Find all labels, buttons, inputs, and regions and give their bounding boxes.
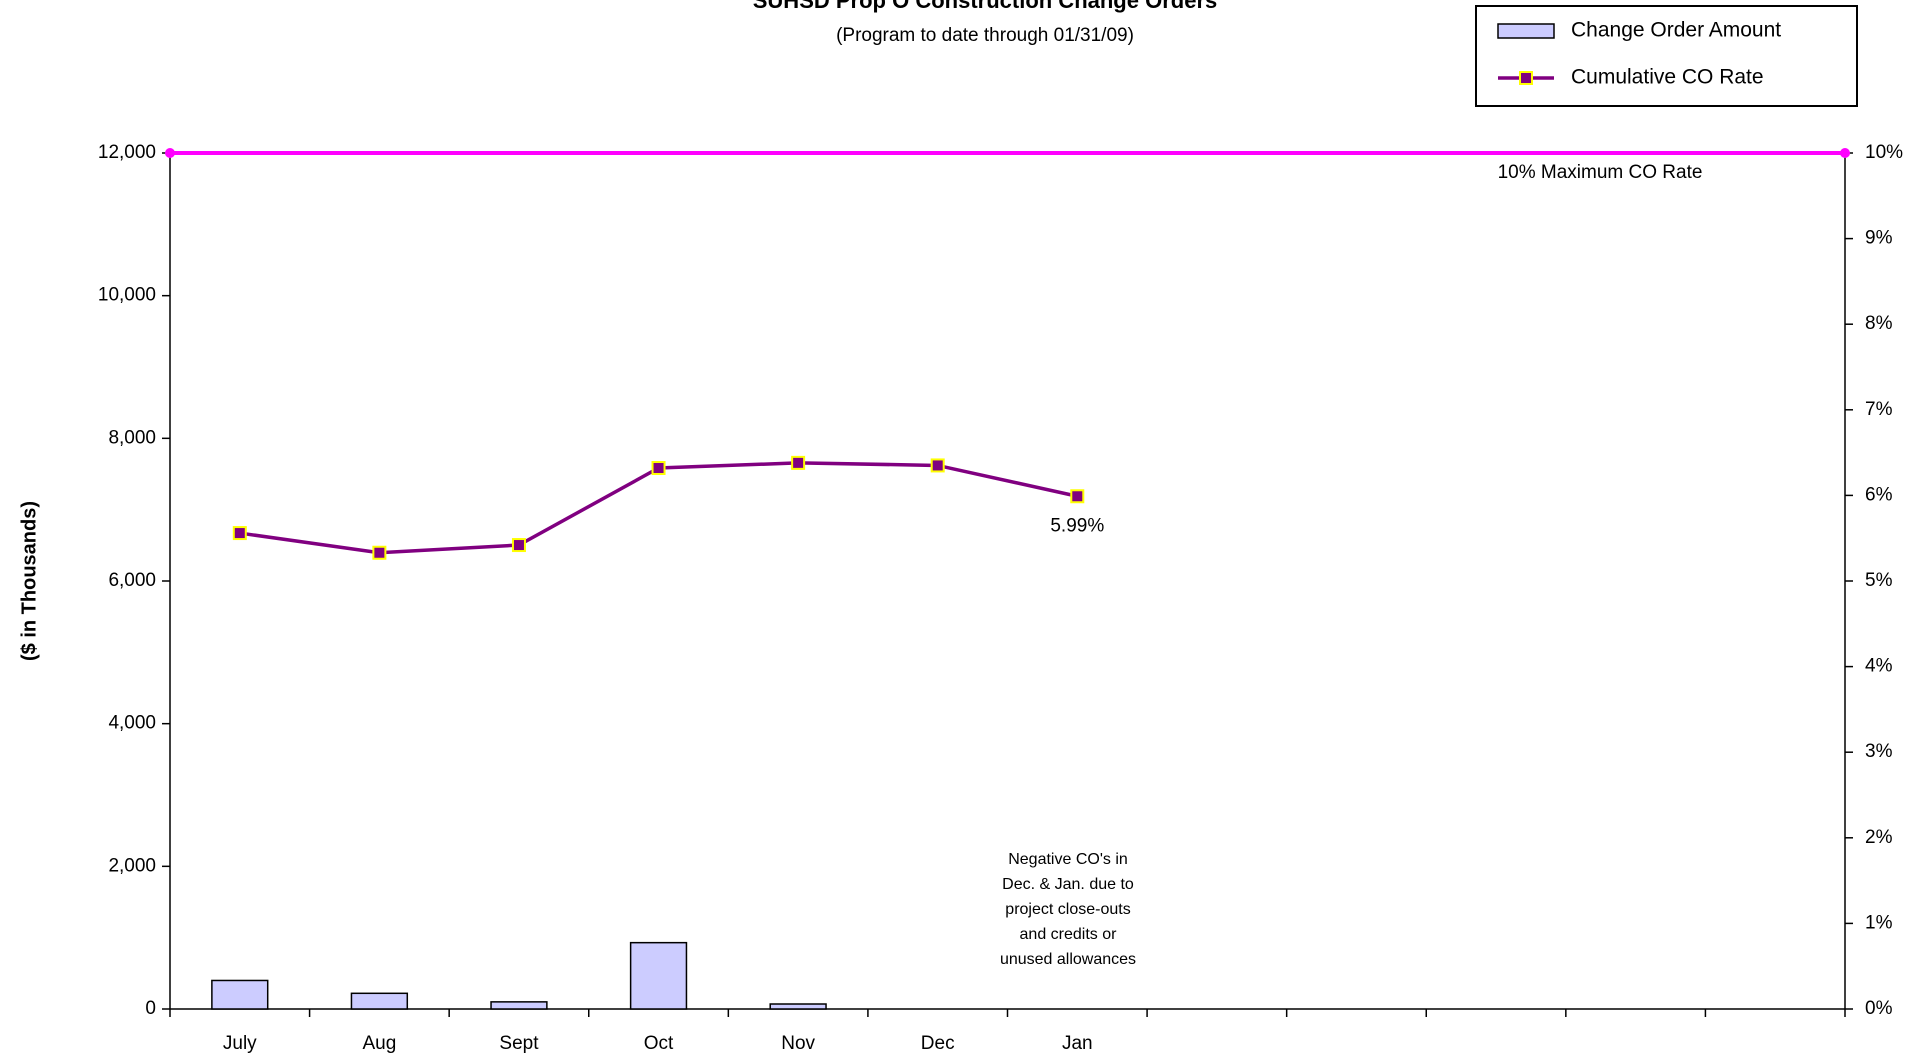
annotation: Dec. & Jan. due to (1002, 876, 1134, 893)
y-tick-label: 0 (145, 998, 156, 1019)
y2-tick-label: 2% (1865, 827, 1893, 848)
legend-box (1475, 5, 1858, 107)
max-line-end (1840, 148, 1850, 158)
y2-tick-label: 10% (1865, 142, 1903, 163)
line-marker (791, 455, 806, 470)
y2-tick-label: 3% (1865, 741, 1893, 762)
bar (769, 1003, 827, 1010)
bar (490, 1001, 548, 1010)
bar (629, 941, 688, 1010)
legend-label: Change Order Amount (1571, 19, 1781, 42)
line-marker (651, 461, 666, 476)
y-tick-label: 8,000 (108, 427, 156, 448)
max-line-end (165, 148, 175, 158)
y2-tick-label: 7% (1865, 399, 1893, 420)
legend-label: Cumulative CO Rate (1571, 66, 1764, 89)
line-marker (1070, 489, 1085, 504)
x-tick-label: Nov (781, 1033, 815, 1053)
y-tick-label: 2,000 (108, 855, 156, 876)
line-marker (372, 545, 387, 560)
y-axis-label: ($ in Thousands) (18, 501, 40, 661)
chart-subtitle: (Program to date through 01/31/09) (836, 25, 1134, 46)
line (239, 461, 1078, 555)
x-tick-label: Jan (1062, 1033, 1093, 1053)
y-tick-label: 4,000 (108, 713, 156, 734)
annotation: project close-outs (1005, 901, 1130, 918)
y2-tick-label: 1% (1865, 912, 1893, 933)
annotation: and credits or (1020, 926, 1118, 943)
x-tick-label: Dec (921, 1033, 955, 1053)
y2-tick-label: 5% (1865, 570, 1893, 591)
y2-tick-label: 6% (1865, 484, 1893, 505)
y2-tick-label: 9% (1865, 228, 1893, 249)
line-marker (232, 526, 247, 541)
legend-marker (1519, 71, 1533, 85)
data-label: 5.99% (1050, 515, 1104, 536)
x-tick-label: July (223, 1033, 257, 1053)
line-marker (511, 538, 526, 553)
annotation: unused allowances (1000, 951, 1136, 968)
y2-tick-label: 0% (1865, 998, 1893, 1019)
annotation: Negative CO's in (1008, 851, 1128, 868)
legend-swatch (1497, 23, 1555, 39)
y2-tick-label: 8% (1865, 313, 1893, 334)
y-tick-label: 12,000 (98, 142, 156, 163)
bar (211, 979, 269, 1010)
chart-title: SUHSD Prop O Construction Change Orders (753, 0, 1218, 13)
y-tick-label: 6,000 (108, 570, 156, 591)
x-tick-label: Aug (362, 1033, 396, 1053)
x-tick-label: Oct (644, 1033, 674, 1053)
max-line-label: 10% Maximum CO Rate (1498, 162, 1703, 183)
bar (350, 992, 409, 1010)
x-tick-label: Sept (499, 1033, 539, 1053)
y2-tick-label: 4% (1865, 656, 1893, 677)
line-marker (930, 458, 945, 473)
y-tick-label: 10,000 (98, 285, 156, 306)
